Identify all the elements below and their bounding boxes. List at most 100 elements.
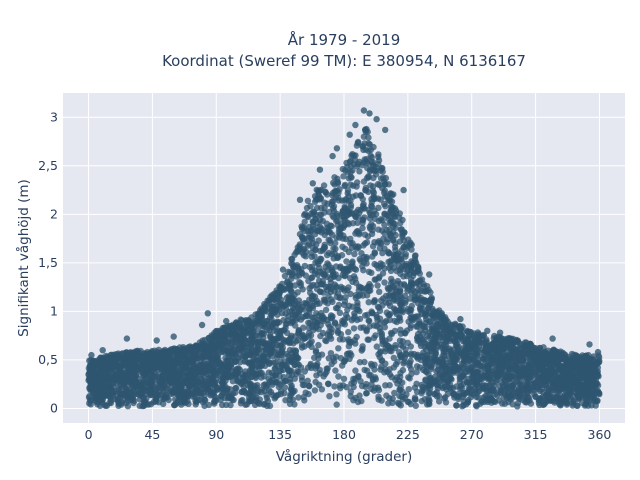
scatter-point	[338, 225, 345, 232]
scatter-point	[451, 361, 458, 368]
scatter-point	[253, 332, 260, 339]
scatter-point	[366, 215, 374, 222]
scatter-point	[391, 296, 398, 303]
scatter-point	[394, 380, 401, 387]
scatter-point	[396, 288, 403, 296]
scatter-point	[490, 387, 497, 395]
scatter-point	[246, 348, 253, 356]
scatter-point	[405, 386, 412, 393]
scatter-point	[333, 234, 340, 241]
scatter-point	[124, 376, 131, 383]
scatter-point	[277, 367, 284, 374]
scatter-point	[440, 349, 448, 356]
scatter-point	[295, 394, 302, 401]
scatter-point	[367, 166, 374, 173]
scatter-point	[417, 342, 425, 350]
scatter-point	[107, 382, 114, 389]
scatter-point	[426, 397, 433, 404]
scatter-point	[392, 361, 400, 368]
scatter-point	[325, 380, 332, 387]
scatter-point	[356, 315, 364, 323]
scatter-point	[442, 394, 449, 401]
scatter-point	[127, 389, 134, 396]
scatter-point	[247, 397, 254, 404]
scatter-point	[492, 371, 499, 378]
scatter-point	[549, 366, 556, 373]
scatter-point	[434, 382, 441, 389]
scatter-point	[440, 370, 447, 377]
scatter-point	[411, 384, 419, 391]
scatter-point	[308, 343, 315, 351]
scatter-point	[485, 376, 492, 383]
scatter-point	[560, 355, 567, 363]
scatter-point	[361, 366, 368, 374]
scatter-point	[466, 388, 473, 395]
scatter-point	[381, 279, 388, 286]
scatter-point	[414, 355, 422, 362]
scatter-point	[168, 387, 175, 395]
scatter-point	[339, 382, 347, 389]
scatter-point	[334, 175, 341, 182]
scatter-point	[332, 239, 339, 247]
scatter-point	[361, 358, 368, 366]
scatter-point	[564, 399, 571, 406]
scatter-point	[362, 383, 369, 390]
scatter-point	[397, 326, 404, 333]
scatter-point	[471, 343, 478, 351]
scatter-point	[404, 285, 412, 292]
scatter-point	[359, 292, 366, 299]
scatter-point	[298, 373, 305, 381]
scatter-point	[386, 226, 393, 233]
scatter-point	[390, 264, 397, 271]
scatter-point	[285, 366, 292, 373]
scatter-point	[415, 291, 422, 298]
scatter-point	[235, 365, 242, 372]
scatter-point	[423, 346, 430, 353]
scatter-point	[399, 229, 406, 236]
scatter-point	[311, 198, 319, 205]
scatter-point	[197, 361, 204, 368]
scatter-point	[122, 349, 129, 356]
scatter-point	[435, 398, 443, 405]
scatter-point	[325, 249, 333, 257]
scatter-point	[307, 234, 314, 241]
scatter-point	[342, 294, 349, 301]
scatter-point	[364, 336, 371, 343]
scatter-point	[265, 387, 273, 394]
scatter-point	[432, 349, 439, 356]
scatter-point	[369, 376, 377, 383]
scatter-point	[488, 399, 495, 406]
scatter-point	[405, 398, 412, 406]
scatter-point	[354, 179, 361, 186]
scatter-point	[193, 368, 200, 376]
scatter-point	[311, 387, 319, 394]
scatter-point	[220, 385, 227, 392]
scatter-point	[326, 237, 334, 244]
scatter-point	[337, 283, 345, 291]
scatter-point	[371, 366, 378, 373]
scatter-point	[295, 368, 302, 376]
scatter-point	[379, 270, 387, 277]
scatter-point	[356, 359, 364, 366]
scatter-point	[370, 387, 378, 394]
scatter-point	[413, 280, 420, 287]
scatter-point	[280, 327, 287, 334]
scatter-point	[376, 288, 383, 295]
scatter-point	[308, 283, 315, 290]
scatter-point	[404, 268, 411, 276]
scatter-point	[386, 294, 393, 302]
scatter-point	[377, 297, 385, 304]
scatter-point	[379, 337, 386, 345]
scatter-point	[381, 210, 388, 217]
scatter-point	[307, 228, 315, 235]
scatter-point	[375, 151, 382, 158]
scatter-point	[407, 324, 414, 332]
scatter-point	[359, 345, 366, 353]
scatter-point	[355, 372, 362, 380]
scatter-point	[411, 350, 418, 358]
scatter-point	[305, 277, 312, 285]
scatter-point	[233, 319, 240, 326]
scatter-point	[331, 319, 339, 326]
scatter-point	[360, 146, 367, 154]
scatter-point	[519, 356, 527, 363]
